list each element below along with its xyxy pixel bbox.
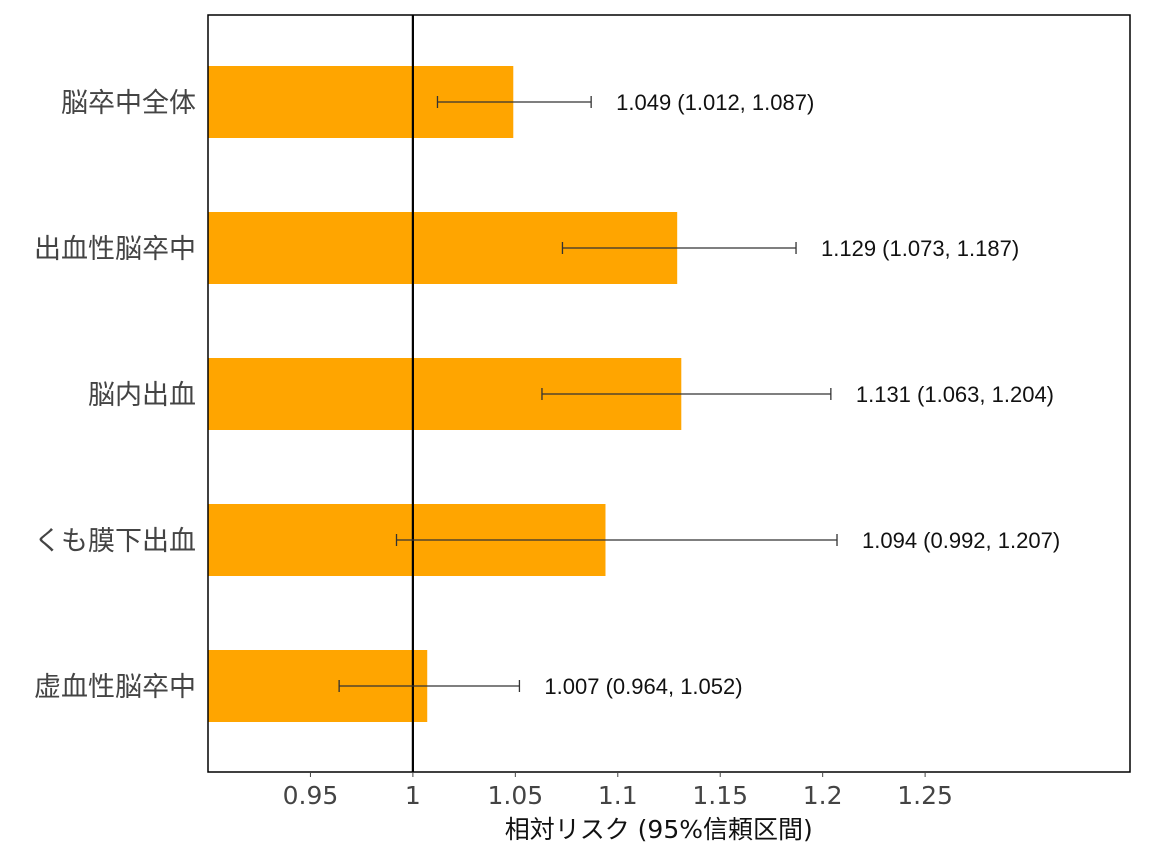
data-label: 1.049 (1.012, 1.087) xyxy=(616,90,814,115)
x-tick-label: 1.25 xyxy=(897,781,953,810)
category-label: 出血性脳卒中 xyxy=(34,234,196,265)
x-tick-label: 1 xyxy=(405,781,421,810)
plot-area-frame xyxy=(207,14,1131,773)
data-labels-layer: 1.049 (1.012, 1.087) 1.129 (1.073, 1.187)… xyxy=(544,90,1060,699)
category-label: くも膜下出血 xyxy=(34,526,196,557)
category-label: 脳内出血 xyxy=(88,380,196,411)
data-label: 1.131 (1.063, 1.204) xyxy=(856,382,1054,407)
data-label: 1.007 (0.964, 1.052) xyxy=(544,674,742,699)
x-tick-label: 1.2 xyxy=(803,781,843,810)
x-tick-label: 1.1 xyxy=(598,781,638,810)
data-label: 1.129 (1.073, 1.187) xyxy=(821,236,1019,261)
x-axis-title: 相対リスク (95%信頼区間) xyxy=(505,815,813,844)
x-tick-labels-layer: 0.95 1 1.05 1.1 1.15 1.2 1.25 xyxy=(283,772,953,810)
x-tick-label: 1.15 xyxy=(692,781,748,810)
category-label: 脳卒中全体 xyxy=(61,88,196,119)
x-tick-label: 1.05 xyxy=(487,781,543,810)
x-tick-label: 0.95 xyxy=(283,781,339,810)
data-label: 1.094 (0.992, 1.207) xyxy=(862,528,1060,553)
category-label: 虚血性脳卒中 xyxy=(34,672,196,703)
error-bars-layer xyxy=(338,96,838,692)
